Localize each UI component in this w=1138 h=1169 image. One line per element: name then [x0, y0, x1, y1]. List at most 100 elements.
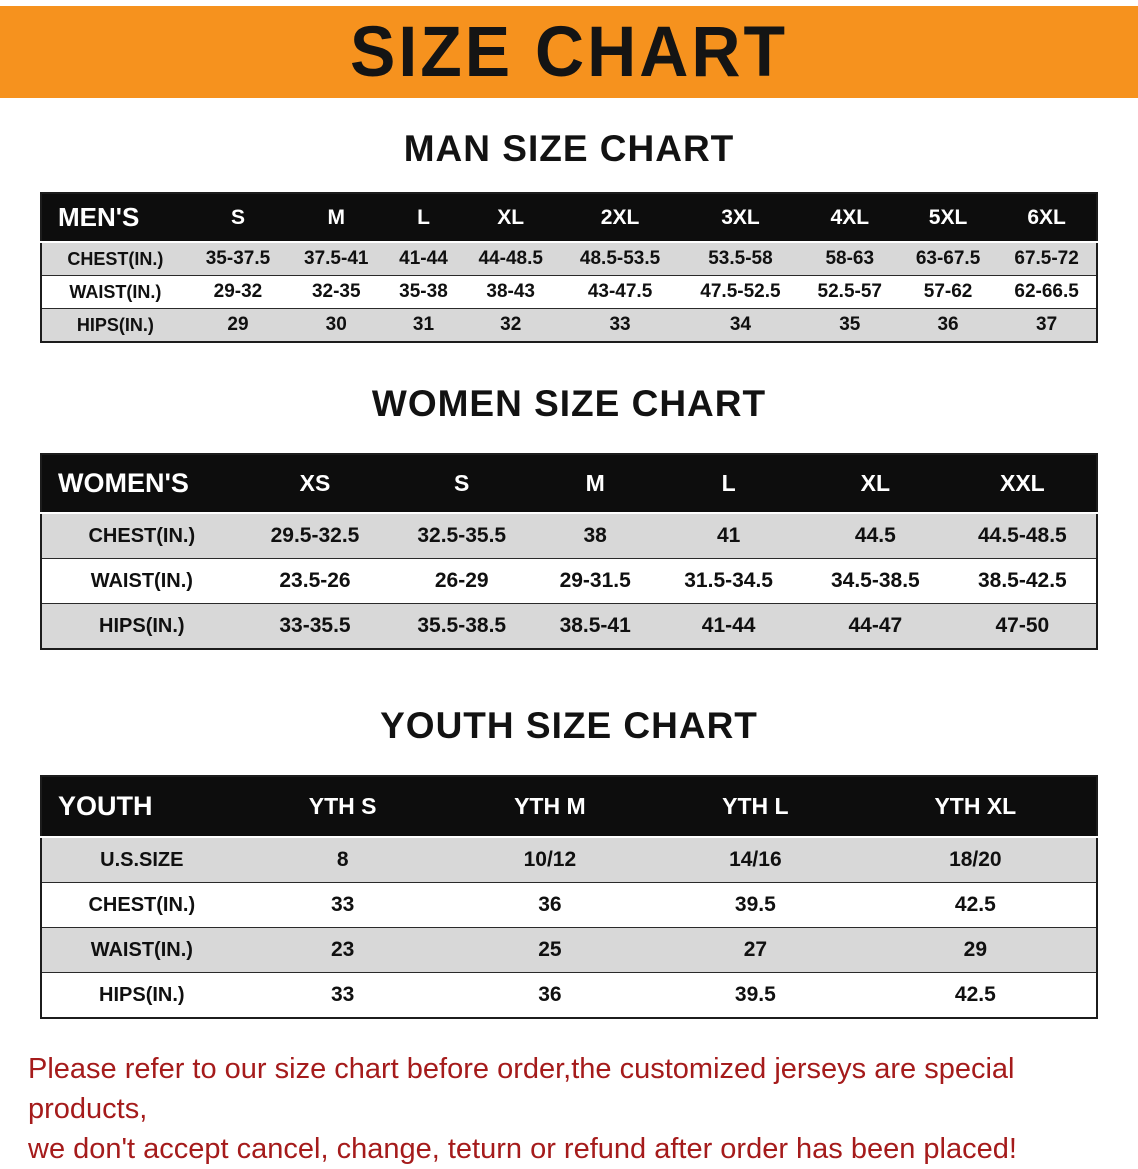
row-label-cell: HIPS(IN.) — [41, 972, 242, 1019]
value-cell: 36 — [898, 308, 998, 343]
value-cell: 38-43 — [461, 275, 560, 309]
value-cell: 29-32 — [188, 275, 288, 309]
value-cell: 32 — [461, 308, 560, 343]
table-header-row: MEN'S S M L XL 2XL 3XL 4XL 5XL 6XL — [41, 193, 1097, 243]
row-label-cell: HIPS(IN.) — [41, 308, 189, 343]
value-cell: 35 — [800, 308, 899, 343]
value-cell: 44.5-48.5 — [948, 513, 1097, 559]
disclaimer-line-1: Please refer to our size chart before or… — [28, 1053, 1015, 1126]
size-chart-banner: SIZE CHART — [0, 6, 1138, 98]
size-column-header: YTH XL — [854, 776, 1097, 838]
value-cell: 41 — [655, 513, 802, 559]
value-cell: 41-44 — [655, 603, 802, 650]
women-table-wrapper: WOMEN'S XS S M L XL XXL CHEST(IN.) 29.5-32.5 32.5… — [40, 453, 1098, 650]
value-cell: 23.5-26 — [241, 558, 389, 604]
size-column-header: 5XL — [898, 193, 998, 243]
value-cell: 25 — [443, 927, 657, 973]
table-row: CHEST(IN.) 29.5-32.5 32.5-35.5 38 41 44.5 44.5… — [41, 513, 1097, 559]
size-column-header: S — [388, 454, 536, 514]
table-row: HIPS(IN.) 29 30 31 32 33 34 35 36 37 — [41, 308, 1097, 343]
value-cell: 35.5-38.5 — [388, 603, 536, 650]
row-label-cell: WAIST(IN.) — [41, 558, 242, 604]
value-cell: 37 — [997, 308, 1097, 343]
table-title-cell: WOMEN'S — [41, 454, 242, 514]
row-label-cell: WAIST(IN.) — [41, 275, 189, 309]
value-cell: 47.5-52.5 — [680, 275, 801, 309]
value-cell: 48.5-53.5 — [559, 242, 681, 276]
value-cell: 30 — [287, 308, 386, 343]
value-cell: 23 — [241, 927, 444, 973]
value-cell: 34.5-38.5 — [802, 558, 949, 604]
table-row: WAIST(IN.) 23.5-26 26-29 29-31.5 31.5-34.5 34… — [41, 558, 1097, 604]
size-column-header: M — [287, 193, 386, 243]
women-size-table: WOMEN'S XS S M L XL XXL CHEST(IN.) 29.5-32.5 32.5… — [40, 453, 1098, 650]
men-size-table: MEN'S S M L XL 2XL 3XL 4XL 5XL 6XL CHEST(IN.) 35-37… — [40, 192, 1098, 343]
table-header-row: YOUTH YTH S YTH M YTH L YTH XL — [41, 776, 1097, 838]
value-cell: 36 — [443, 972, 657, 1019]
value-cell: 29.5-32.5 — [241, 513, 389, 559]
row-label-cell: WAIST(IN.) — [41, 927, 242, 973]
value-cell: 62-66.5 — [997, 275, 1097, 309]
value-cell: 34 — [680, 308, 801, 343]
value-cell: 37.5-41 — [287, 242, 386, 276]
value-cell: 10/12 — [443, 837, 657, 883]
value-cell: 53.5-58 — [680, 242, 801, 276]
row-label-cell: CHEST(IN.) — [41, 242, 189, 276]
value-cell: 35-37.5 — [188, 242, 288, 276]
value-cell: 33-35.5 — [241, 603, 389, 650]
value-cell: 67.5-72 — [997, 242, 1097, 276]
value-cell: 58-63 — [800, 242, 899, 276]
men-table-wrapper: MEN'S S M L XL 2XL 3XL 4XL 5XL 6XL CHEST(IN.) 35-37… — [40, 192, 1098, 343]
size-column-header: L — [385, 193, 462, 243]
value-cell: 26-29 — [388, 558, 536, 604]
table-row: CHEST(IN.) 35-37.5 37.5-41 41-44 44-48.5 48.5… — [41, 242, 1097, 276]
value-cell: 27 — [656, 927, 855, 973]
table-row: U.S.SIZE 8 10/12 14/16 18/20 — [41, 837, 1097, 883]
value-cell: 42.5 — [854, 972, 1097, 1019]
value-cell: 39.5 — [656, 882, 855, 928]
disclaimer-line-2: we don't accept cancel, change, teturn o… — [28, 1133, 1017, 1166]
value-cell: 31.5-34.5 — [655, 558, 802, 604]
value-cell: 44-48.5 — [461, 242, 560, 276]
value-cell: 63-67.5 — [898, 242, 998, 276]
value-cell: 38.5-41 — [535, 603, 656, 650]
table-title-cell: YOUTH — [41, 776, 242, 838]
size-column-header: XXL — [948, 454, 1097, 514]
table-row: WAIST(IN.) 23 25 27 29 — [41, 927, 1097, 973]
youth-size-section: YOUTH SIZE CHART YOUTH YTH S YTH M YTH L YTH… — [0, 705, 1138, 1019]
size-column-header: 6XL — [997, 193, 1097, 243]
men-size-section: MAN SIZE CHART MEN'S S M L XL 2XL 3XL 4XL 5XL 6XL… — [0, 128, 1138, 343]
value-cell: 31 — [385, 308, 462, 343]
size-column-header: XL — [802, 454, 949, 514]
youth-table-wrapper: YOUTH YTH S YTH M YTH L YTH XL U.S.SIZE 8 10/12… — [40, 775, 1098, 1019]
size-column-header: S — [188, 193, 288, 243]
size-column-header: YTH L — [656, 776, 855, 838]
size-column-header: YTH S — [241, 776, 444, 838]
table-title-cell: MEN'S — [41, 193, 189, 243]
women-section-heading: WOMEN SIZE CHART — [371, 383, 767, 424]
value-cell: 42.5 — [854, 882, 1097, 928]
table-row: WAIST(IN.) 29-32 32-35 35-38 38-43 43-47.5 47.… — [41, 275, 1097, 309]
disclaimer: Please refer to our size chart before or… — [28, 1049, 1126, 1169]
value-cell: 14/16 — [656, 837, 855, 883]
youth-section-heading: YOUTH SIZE CHART — [380, 705, 758, 746]
table-row: HIPS(IN.) 33-35.5 35.5-38.5 38.5-41 41-44 44-… — [41, 603, 1097, 650]
size-column-header: 2XL — [559, 193, 681, 243]
value-cell: 47-50 — [948, 603, 1097, 650]
value-cell: 18/20 — [854, 837, 1097, 883]
value-cell: 29 — [854, 927, 1097, 973]
value-cell: 32.5-35.5 — [388, 513, 536, 559]
size-column-header: XS — [241, 454, 389, 514]
row-label-cell: U.S.SIZE — [41, 837, 242, 883]
table-header-row: WOMEN'S XS S M L XL XXL — [41, 454, 1097, 514]
value-cell: 35-38 — [385, 275, 462, 309]
table-row: HIPS(IN.) 33 36 39.5 42.5 — [41, 972, 1097, 1019]
value-cell: 39.5 — [656, 972, 855, 1019]
row-label-cell: CHEST(IN.) — [41, 882, 242, 928]
value-cell: 32-35 — [287, 275, 386, 309]
value-cell: 29 — [188, 308, 288, 343]
size-column-header: 4XL — [800, 193, 899, 243]
value-cell: 43-47.5 — [559, 275, 681, 309]
size-column-header: 3XL — [680, 193, 801, 243]
youth-size-table: YOUTH YTH S YTH M YTH L YTH XL U.S.SIZE 8 10/12… — [40, 775, 1098, 1019]
